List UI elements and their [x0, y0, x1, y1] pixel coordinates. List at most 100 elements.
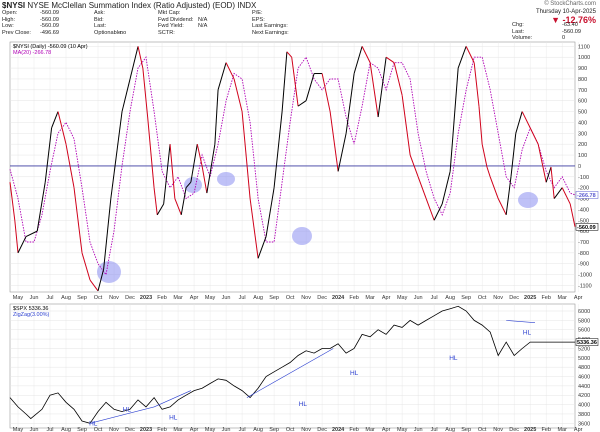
- x-tick-label: Aug: [445, 427, 455, 432]
- nysi-segment: [147, 116, 155, 188]
- x-tick-label: Aug: [61, 427, 71, 432]
- x-tick-label: Aug: [253, 427, 263, 432]
- nysi-segment: [142, 68, 149, 118]
- x-tick-label: Oct: [478, 427, 487, 432]
- quote-panel: Open: -560.09 High: -560.09 Low: -560.09 Prev …: [2, 10, 600, 41]
- nysi-segment: [537, 144, 547, 183]
- highlight-ellipse: [217, 172, 235, 186]
- nysi-segment: [329, 111, 339, 172]
- x-tick-label: Apr: [190, 295, 199, 301]
- nysi-segment: [545, 166, 552, 183]
- nysi-segment: [449, 68, 459, 172]
- quote-label-mid: Last:: [94, 23, 107, 30]
- quote-label-left: Open:: [2, 10, 18, 16]
- nysi-segment: [233, 78, 243, 112]
- highlight-ellipse: [97, 261, 121, 283]
- x-tick-label: Apr: [574, 295, 583, 301]
- nysi-segment: [169, 144, 176, 199]
- x-tick-label: Apr: [190, 427, 199, 432]
- quote-label-right: P/E:: [252, 10, 263, 16]
- y-tick-label: -400: [578, 207, 589, 213]
- zigzag-line: [246, 348, 334, 398]
- nysi-segment: [345, 73, 355, 134]
- nysi-segment: [89, 279, 99, 292]
- y-tick-label: 5200: [578, 346, 590, 352]
- x-tick-label: Jun: [222, 295, 231, 301]
- nysi-segment: [129, 46, 139, 80]
- x-tick-label: Oct: [478, 295, 487, 301]
- quote-label-far: Last:: [512, 28, 525, 35]
- x-tick-label: Feb: [541, 295, 550, 301]
- x-tick-label: Nov: [493, 295, 503, 301]
- highlight-ellipse: [518, 192, 538, 208]
- nysi-segment: [361, 46, 371, 63]
- legend-entry: MA(20) -266.78: [13, 50, 51, 56]
- y-tick-label: -1100: [578, 283, 592, 289]
- nysi-segment: [291, 57, 299, 107]
- x-tick-label: Oct: [286, 295, 295, 301]
- nysi-segment: [497, 198, 507, 216]
- nysi-segment: [505, 176, 512, 215]
- x-tick-label: 2024: [332, 295, 345, 301]
- nysi-segment: [265, 187, 275, 237]
- nysi-segment: [510, 133, 517, 177]
- x-tick-label: Sep: [461, 295, 471, 301]
- nysi-segment: [65, 144, 75, 188]
- x-tick-label: Feb: [349, 427, 358, 432]
- y-tick-label: -200: [578, 186, 589, 192]
- nysi-segment: [281, 51, 288, 112]
- quote-value-left: -560.09: [40, 10, 59, 16]
- nysi-segment: [103, 198, 112, 270]
- nysi-segment: [51, 111, 59, 129]
- x-tick-label: Jun: [30, 427, 39, 432]
- y-tick-label: 4400: [578, 384, 590, 390]
- x-tick-label: 2024: [332, 427, 345, 432]
- x-tick-label: Aug: [61, 295, 71, 301]
- x-tick-label: May: [205, 427, 216, 432]
- y-tick-label: -100: [578, 175, 589, 181]
- x-tick-label: Jul: [431, 427, 438, 432]
- nysi-segment: [286, 51, 293, 58]
- x-tick-label: Nov: [493, 427, 503, 432]
- nysi-segment: [481, 144, 488, 168]
- x-tick-label: Nov: [109, 295, 119, 301]
- nysi-segment: [478, 106, 483, 145]
- x-tick-label: Jun: [222, 427, 231, 432]
- y-tick-label: 1100: [578, 44, 590, 50]
- y-tick-label: 100: [578, 153, 587, 159]
- nysi-segment: [214, 89, 219, 145]
- annotation-hl: HL: [299, 401, 308, 408]
- nysi-segment: [17, 236, 27, 254]
- x-tick-label: Mar: [173, 427, 183, 432]
- quote-label-mid2: SCTR:: [158, 29, 175, 36]
- y-tick-label: -700: [578, 240, 589, 246]
- nysi-segment: [486, 166, 491, 177]
- nysi-segment: [417, 176, 427, 199]
- x-tick-label: Oct: [286, 427, 295, 432]
- nysi-segment: [121, 78, 131, 112]
- nysi-segment: [553, 187, 563, 199]
- change-percent: ▼ -12.76%: [551, 15, 596, 25]
- nysi-segment: [249, 198, 259, 259]
- nysi-segment: [425, 198, 435, 221]
- x-tick-label: Nov: [301, 295, 311, 301]
- chart-title: $NYSI NYSE McClellan Summation Index (Ra…: [2, 1, 256, 10]
- x-tick-label: Feb: [349, 295, 358, 301]
- y-tick-label: 5800: [578, 318, 590, 324]
- nysi-segment: [217, 62, 227, 90]
- nysi-segment: [81, 252, 91, 281]
- x-tick-label: Jul: [46, 427, 53, 432]
- x-tick-label: Mar: [173, 295, 183, 301]
- x-tick-label: Jul: [431, 295, 438, 301]
- x-tick-label: Dec: [509, 427, 519, 432]
- legend-entry: ZigZag(3.00%): [13, 312, 50, 318]
- y-tick-label: 4200: [578, 393, 590, 399]
- x-tick-label: Jul: [239, 427, 246, 432]
- y-tick-label: 800: [578, 77, 587, 83]
- watermark: © StockCharts.com: [544, 1, 596, 7]
- nysi-segment: [273, 111, 283, 188]
- x-tick-label: May: [13, 427, 24, 432]
- quote-label-left: High:: [2, 16, 16, 23]
- x-tick-label: Nov: [109, 427, 119, 432]
